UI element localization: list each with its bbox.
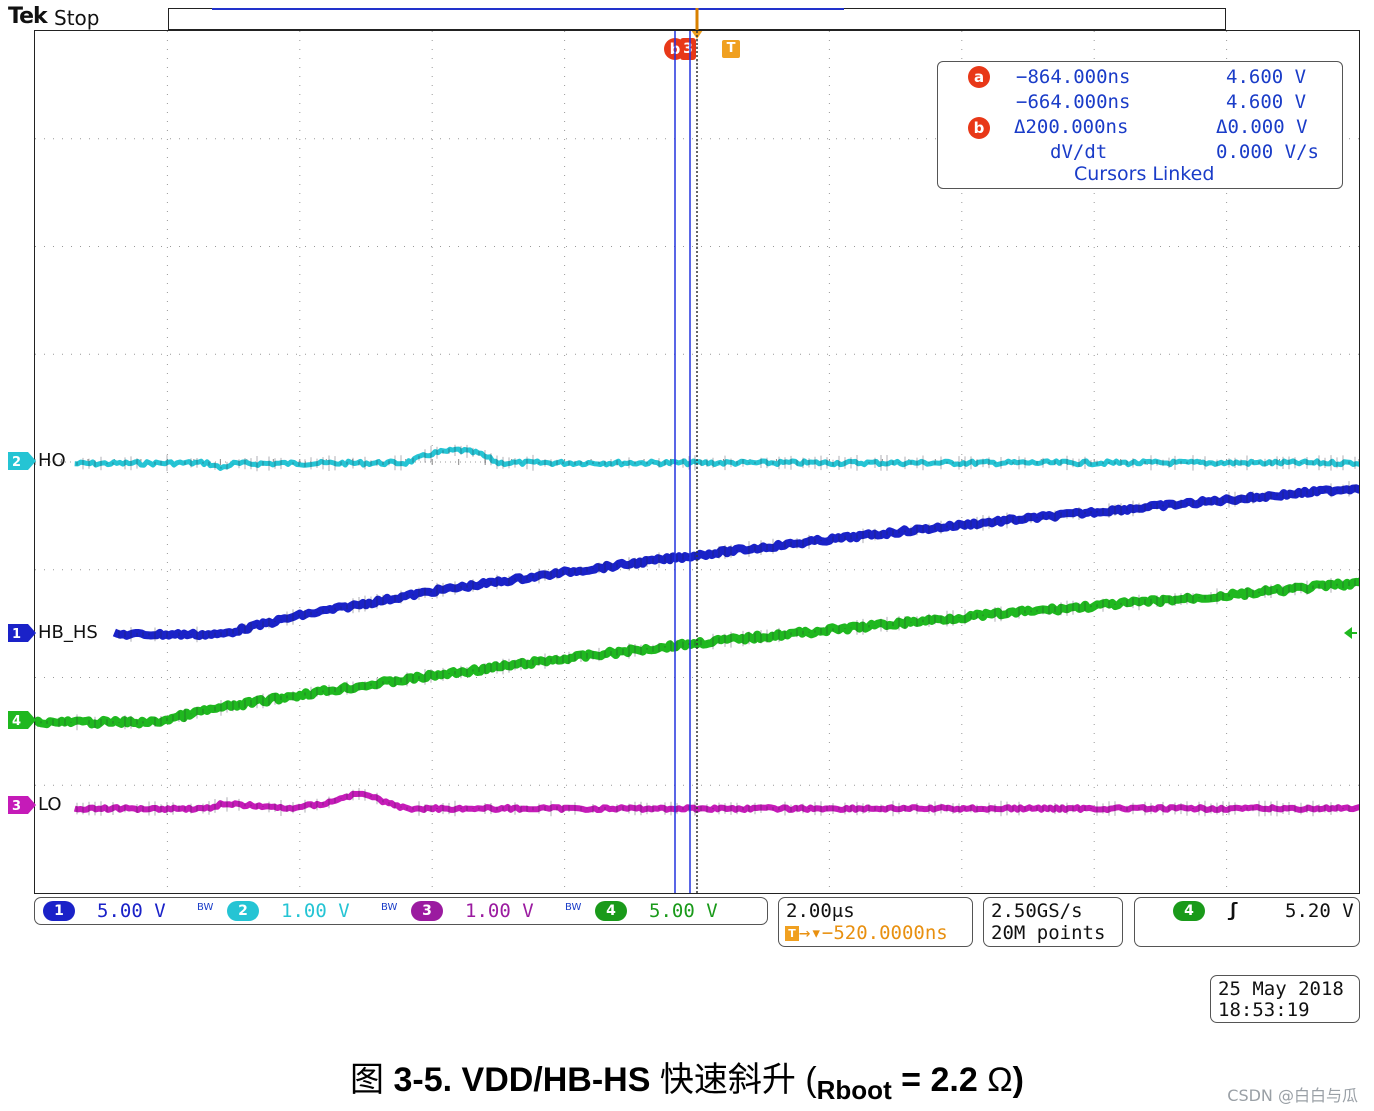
ch3-bw-limit-icon: BW [565, 902, 582, 913]
svg-text:1: 1 [12, 627, 21, 642]
cursor-a-icon: a [968, 66, 990, 88]
time: 18:53:19 [1218, 999, 1310, 1021]
dvdt-value: 0.000 V/s [1216, 141, 1319, 163]
ch4-trace [35, 577, 1359, 729]
horizontal-position: →▾−520.0000ns [799, 922, 948, 944]
trigger-source-channel: 4 [1173, 901, 1205, 921]
timebase-value: 2.00μs [786, 900, 855, 922]
ch3-label: LO [38, 794, 62, 815]
svg-text:2: 2 [12, 455, 21, 470]
acquisition-box[interactable]: 2.50GS/s 20M points [983, 897, 1123, 947]
cursor-b-voltage: 4.600 V [1226, 91, 1307, 113]
trigger-position-icon: T [785, 926, 799, 941]
record-length: 20M points [991, 922, 1106, 944]
date: 25 May 2018 [1218, 978, 1344, 1000]
waveform-svg [35, 31, 1359, 893]
ch2-trace-noise [76, 444, 1356, 472]
ch2-scale[interactable]: 1.00 V [281, 900, 350, 922]
waveform-graticule[interactable] [34, 30, 1360, 894]
trigger-position-marker[interactable] [688, 6, 708, 40]
ch3-ground-marker[interactable]: 3 [8, 796, 36, 814]
ch4-ground-marker[interactable]: 4 [8, 711, 36, 729]
dvdt-label: dV/dt [1050, 141, 1108, 163]
acquisition-status: Stop [54, 6, 100, 30]
ch3-trace-noise [76, 788, 1356, 817]
ch1-button[interactable]: 1 [43, 901, 75, 921]
ch4-scale[interactable]: 5.00 V [649, 900, 718, 922]
ch3-button[interactable]: 3 [411, 901, 443, 921]
ch1-trace [112, 484, 1359, 641]
svg-text:3: 3 [12, 799, 21, 814]
delta-voltage: Δ0.000 V [1216, 116, 1308, 138]
ch4-trace-noise [35, 578, 1356, 731]
vertical-scale-bar: 1 5.00 V BW 2 1.00 V BW 3 1.00 V BW 4 5.… [34, 897, 768, 925]
ch1-trace-noise [118, 481, 1356, 643]
ch2-label: HO [38, 450, 66, 471]
ch1-scale[interactable]: 5.00 V [97, 900, 166, 922]
tek-logo: Tek [8, 4, 48, 29]
record-view-window [212, 8, 844, 10]
cursors-linked-status: Cursors Linked [1074, 163, 1215, 185]
trace-layer [35, 444, 1359, 817]
ch1-label: HB_HS [38, 622, 98, 643]
ch2-bw-limit-icon: BW [381, 902, 398, 913]
cursor-lines [674, 31, 698, 893]
datetime-box: 25 May 2018 18:53:19 [1210, 975, 1360, 1023]
watermark: CSDN @白白与瓜 [1227, 1086, 1358, 1105]
trigger-icon: T [722, 40, 740, 58]
trigger-settings-box[interactable]: 4 ʃ 5.20 V [1134, 897, 1360, 947]
ch2-trace [74, 446, 1359, 471]
cursor-a-voltage: 4.600 V [1226, 66, 1307, 88]
ch4-button[interactable]: 4 [595, 901, 627, 921]
ch3-cursor-marker[interactable]: 3 [680, 38, 696, 60]
figure-caption: 图 3-5. VDD/HB-HS 快速斜升 (Rboot = 2.2 Ω) [350, 1061, 1024, 1105]
trigger-level: 5.20 V [1285, 900, 1354, 922]
cursor-readout-panel: a −864.000ns 4.600 V −664.000ns 4.600 V … [937, 61, 1343, 189]
trigger-level-marker[interactable] [1342, 625, 1358, 641]
ch2-button[interactable]: 2 [227, 901, 259, 921]
ch1-bw-limit-icon: BW [197, 902, 214, 913]
horizontal-timebase-box[interactable]: 2.00μs T →▾−520.0000ns [778, 897, 973, 947]
ch3-trace [73, 790, 1359, 813]
trigger-slope-icon: ʃ [1227, 899, 1239, 921]
svg-text:4: 4 [12, 714, 21, 729]
ch1-ground-marker[interactable]: 1 [8, 624, 36, 642]
ch2-ground-marker[interactable]: 2 [8, 452, 36, 470]
delta-time: Δ200.000ns [1014, 116, 1129, 138]
cursor-b-time: −664.000ns [1016, 91, 1131, 113]
ch3-scale[interactable]: 1.00 V [465, 900, 534, 922]
sample-rate: 2.50GS/s [991, 900, 1083, 922]
cursor-b-icon: b [968, 117, 990, 139]
cursor-a-time: −864.000ns [1016, 66, 1131, 88]
